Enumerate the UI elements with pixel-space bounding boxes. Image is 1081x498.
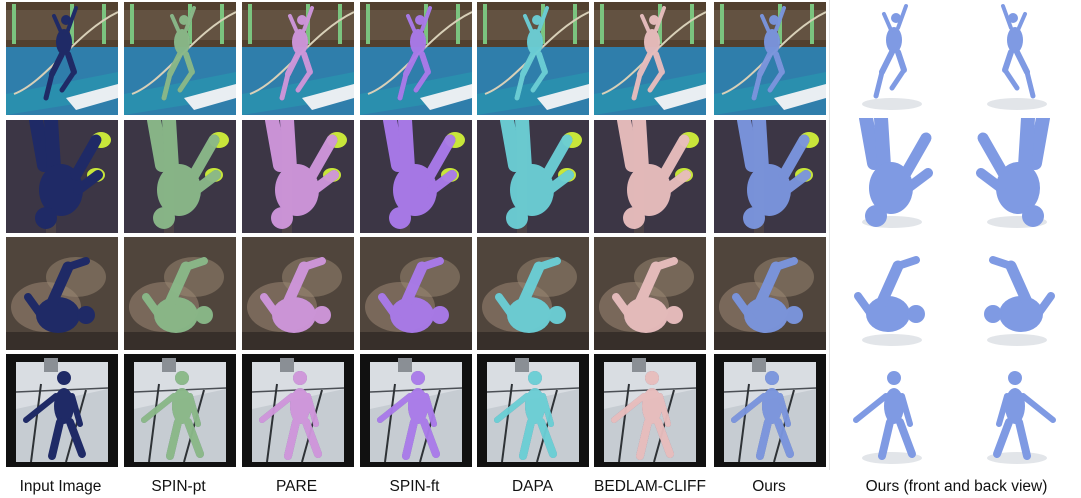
grid-image-r3-input-image: [6, 237, 118, 350]
grid-image-r3-pare: [242, 237, 354, 350]
view-front-r1: [832, 0, 952, 113]
view-front-r3: [832, 236, 952, 349]
grid-image-r1-pare: [242, 2, 354, 115]
grid-image-r3-ours: [714, 237, 826, 350]
grid-image-r4-dapa: [477, 354, 589, 467]
label-ours: Ours: [752, 478, 786, 495]
grid-image-r2-bedlam-cliff: [594, 120, 706, 233]
grid-image-r4-bedlam-cliff: [594, 354, 706, 467]
view-front-r4: [832, 354, 952, 467]
label-input-image: Input Image: [19, 478, 102, 495]
grid-image-r1-dapa: [477, 2, 589, 115]
grid-image-r1-bedlam-cliff: [594, 2, 706, 115]
label-spin-pt: SPIN-pt: [151, 478, 206, 495]
label-dapa: DAPA: [511, 478, 554, 495]
grid-image-r3-bedlam-cliff: [594, 237, 706, 350]
grid-image-r2-ours: [714, 120, 826, 233]
grid-image-r1-ours: [714, 2, 826, 115]
grid-image-r4-input-image: [6, 354, 118, 467]
view-back-r3: [957, 236, 1077, 349]
grid-image-r3-spin-ft: [360, 237, 472, 350]
grid-image-r1-input-image: [6, 2, 118, 115]
grid-image-r2-input-image: [6, 120, 118, 233]
view-back-r2: [957, 118, 1077, 231]
label-ours-front-back: Ours (front and back view): [865, 478, 1048, 495]
view-front-r2: [832, 118, 952, 231]
label-spin-ft: SPIN-ft: [389, 478, 440, 495]
grid-image-r2-spin-pt: [124, 120, 236, 233]
label-bedlam-cliff: BEDLAM-CLIFF: [594, 478, 706, 495]
view-back-r4: [957, 354, 1077, 467]
grid-image-r2-spin-ft: [360, 120, 472, 233]
grid-image-r4-pare: [242, 354, 354, 467]
grid-image-r4-spin-pt: [124, 354, 236, 467]
grid-image-r3-spin-pt: [124, 237, 236, 350]
grid-image-r1-spin-ft: [360, 2, 472, 115]
label-pare: PARE: [275, 478, 318, 495]
column-divider: [829, 0, 830, 470]
grid-image-r2-dapa: [477, 120, 589, 233]
view-back-r1: [957, 0, 1077, 113]
grid-image-r2-pare: [242, 120, 354, 233]
grid-image-r4-ours: [714, 354, 826, 467]
grid-image-r1-spin-pt: [124, 2, 236, 115]
grid-image-r4-spin-ft: [360, 354, 472, 467]
grid-image-r3-dapa: [477, 237, 589, 350]
front-back-views: [832, 0, 1081, 470]
